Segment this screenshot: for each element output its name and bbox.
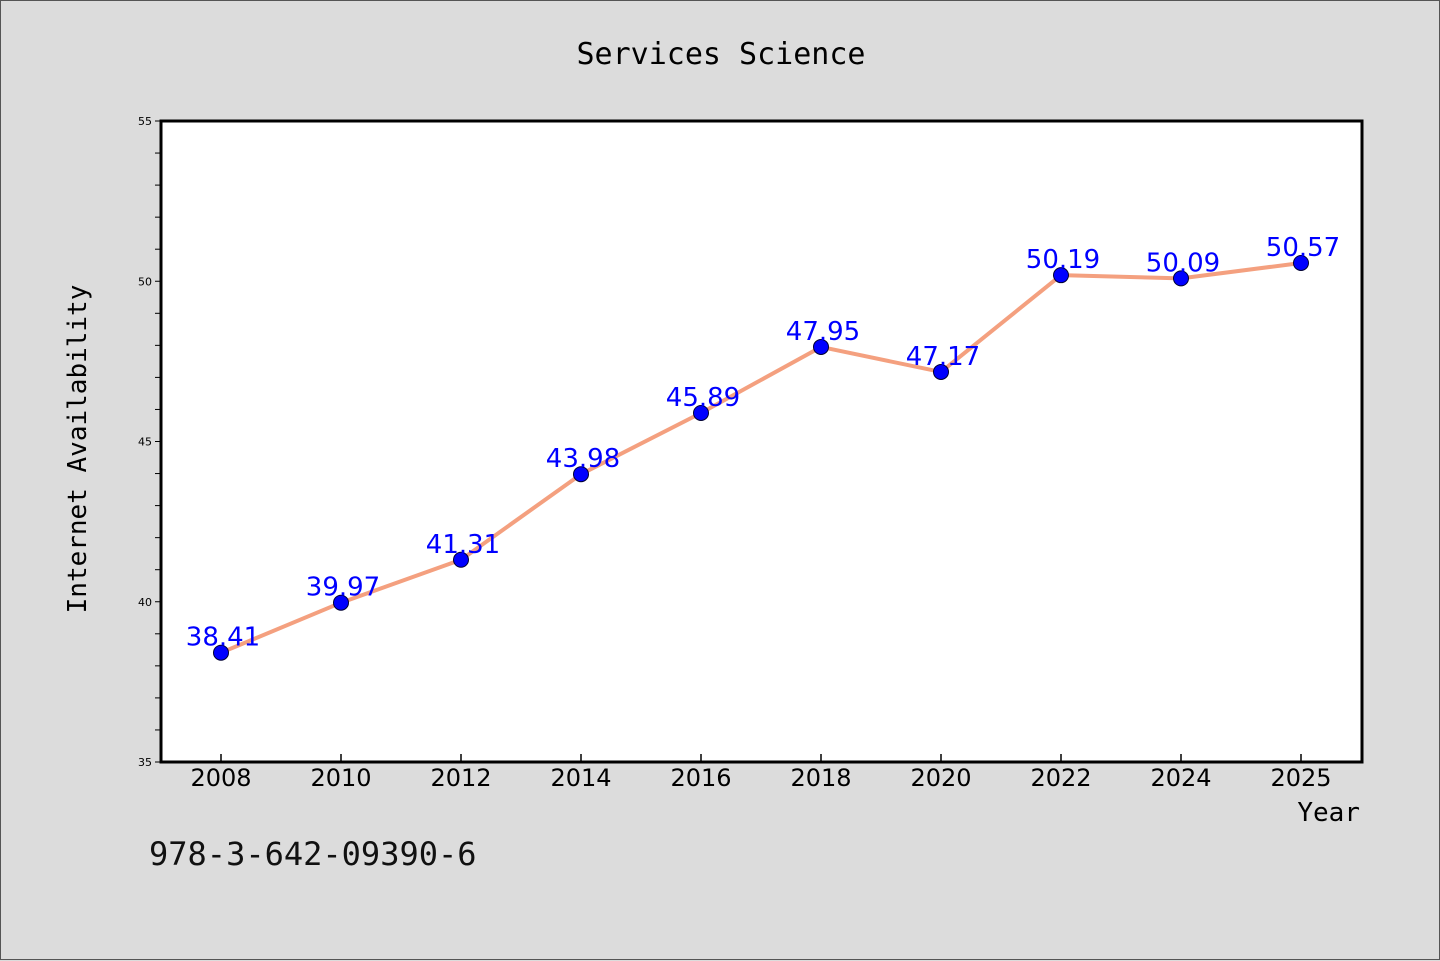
data-label: 50.19 bbox=[1026, 245, 1100, 275]
data-label: 50.57 bbox=[1266, 233, 1340, 263]
x-tick-label: 2010 bbox=[310, 764, 371, 792]
x-axis: 2008 2010 2012 2014 2016 2018 2020 2022 2024 2025 bbox=[190, 754, 1332, 792]
data-point bbox=[453, 551, 469, 568]
x-tick-label: 2014 bbox=[550, 764, 611, 792]
data-point bbox=[1173, 270, 1189, 287]
x-tick-label: 2008 bbox=[190, 764, 251, 792]
data-point bbox=[933, 363, 949, 380]
x-tick-label: 2024 bbox=[1150, 764, 1211, 792]
data-point bbox=[333, 594, 349, 611]
y-axis: 35 40 45 50 55 bbox=[138, 115, 161, 769]
data-point bbox=[693, 404, 709, 421]
data-label: 47.95 bbox=[786, 317, 860, 347]
data-point bbox=[573, 466, 589, 483]
data-point bbox=[1053, 267, 1069, 284]
chart-title: Services Science bbox=[577, 37, 866, 72]
series-line-group bbox=[220, 260, 1302, 655]
data-markers bbox=[213, 254, 1309, 661]
y-tick-label: 50 bbox=[138, 275, 152, 288]
x-tick-label: 2012 bbox=[430, 764, 491, 792]
x-axis-label: Year bbox=[1297, 798, 1360, 828]
x-tick-label: 2018 bbox=[790, 764, 851, 792]
data-point bbox=[213, 644, 229, 661]
x-tick-label: 2022 bbox=[1030, 764, 1091, 792]
y-tick-label: 40 bbox=[138, 596, 152, 609]
data-point bbox=[1293, 254, 1309, 271]
data-labels: 38.41 39.97 41.31 43.98 45.89 47.95 47.17 50.19… bbox=[186, 233, 1340, 653]
data-label: 38.41 bbox=[186, 623, 260, 653]
y-tick-label: 35 bbox=[138, 756, 152, 769]
y-tick-label: 45 bbox=[138, 436, 152, 449]
footer-isbn: 978-3-642-09390-6 bbox=[149, 835, 477, 873]
x-tick-label: 2020 bbox=[910, 764, 971, 792]
data-point bbox=[813, 338, 829, 355]
x-tick-label: 2016 bbox=[670, 764, 731, 792]
data-label: 39.97 bbox=[306, 573, 380, 603]
data-label: 45.89 bbox=[666, 383, 740, 413]
y-tick-label: 55 bbox=[138, 115, 152, 128]
data-label: 41.31 bbox=[426, 530, 500, 560]
y-axis-label: Internet Availability bbox=[63, 285, 93, 614]
x-tick-label: 2025 bbox=[1270, 764, 1331, 792]
data-label: 50.09 bbox=[1146, 248, 1220, 278]
data-label: 47.17 bbox=[906, 342, 980, 372]
series-line bbox=[220, 260, 1302, 655]
plot-area bbox=[159, 119, 1364, 764]
data-label: 43.98 bbox=[546, 444, 620, 474]
